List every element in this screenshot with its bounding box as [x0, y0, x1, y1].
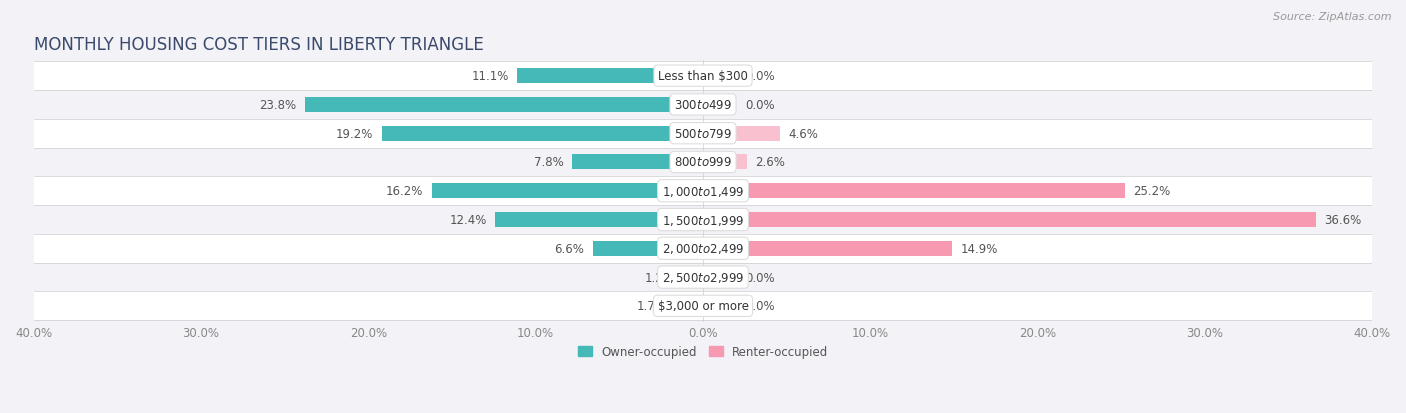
- Text: 0.0%: 0.0%: [745, 271, 775, 284]
- Text: 1.2%: 1.2%: [645, 271, 675, 284]
- Bar: [703, 241, 952, 256]
- Bar: [703, 299, 737, 313]
- Text: $2,000 to $2,499: $2,000 to $2,499: [662, 242, 744, 256]
- Bar: [703, 126, 780, 141]
- Bar: [34, 177, 1372, 206]
- Bar: [703, 213, 1316, 228]
- Bar: [703, 69, 737, 84]
- Text: 6.6%: 6.6%: [554, 242, 583, 255]
- Text: MONTHLY HOUSING COST TIERS IN LIBERTY TRIANGLE: MONTHLY HOUSING COST TIERS IN LIBERTY TR…: [34, 36, 484, 54]
- Bar: [572, 155, 703, 170]
- Text: 0.0%: 0.0%: [745, 70, 775, 83]
- Text: Source: ZipAtlas.com: Source: ZipAtlas.com: [1274, 12, 1392, 22]
- Bar: [381, 126, 703, 141]
- Bar: [34, 292, 1372, 320]
- Text: 2.6%: 2.6%: [755, 156, 785, 169]
- Text: $300 to $499: $300 to $499: [673, 99, 733, 112]
- Bar: [34, 91, 1372, 119]
- Text: $800 to $999: $800 to $999: [673, 156, 733, 169]
- Bar: [703, 155, 747, 170]
- Text: $1,000 to $1,499: $1,000 to $1,499: [662, 184, 744, 198]
- Text: 4.6%: 4.6%: [789, 127, 818, 140]
- Bar: [703, 184, 1125, 199]
- Text: $500 to $799: $500 to $799: [673, 127, 733, 140]
- Text: 23.8%: 23.8%: [259, 99, 297, 112]
- Text: 11.1%: 11.1%: [471, 70, 509, 83]
- Text: 16.2%: 16.2%: [387, 185, 423, 198]
- Bar: [34, 206, 1372, 234]
- Text: 19.2%: 19.2%: [336, 127, 374, 140]
- Text: 0.0%: 0.0%: [745, 99, 775, 112]
- Bar: [432, 184, 703, 199]
- Text: $2,500 to $2,999: $2,500 to $2,999: [662, 271, 744, 285]
- Bar: [592, 241, 703, 256]
- Text: 14.9%: 14.9%: [960, 242, 998, 255]
- Bar: [34, 148, 1372, 177]
- Text: 25.2%: 25.2%: [1133, 185, 1170, 198]
- Text: $3,000 or more: $3,000 or more: [658, 299, 748, 313]
- Bar: [703, 98, 737, 113]
- Text: 36.6%: 36.6%: [1324, 214, 1361, 226]
- Text: Less than $300: Less than $300: [658, 70, 748, 83]
- Text: $1,500 to $1,999: $1,500 to $1,999: [662, 213, 744, 227]
- Bar: [34, 62, 1372, 91]
- Bar: [703, 270, 737, 285]
- Legend: Owner-occupied, Renter-occupied: Owner-occupied, Renter-occupied: [572, 341, 834, 363]
- Bar: [675, 299, 703, 313]
- Bar: [34, 234, 1372, 263]
- Bar: [34, 263, 1372, 292]
- Bar: [683, 270, 703, 285]
- Bar: [495, 213, 703, 228]
- Text: 1.7%: 1.7%: [637, 299, 666, 313]
- Bar: [517, 69, 703, 84]
- Text: 12.4%: 12.4%: [450, 214, 486, 226]
- Text: 0.0%: 0.0%: [745, 299, 775, 313]
- Bar: [34, 119, 1372, 148]
- Bar: [305, 98, 703, 113]
- Text: 7.8%: 7.8%: [534, 156, 564, 169]
